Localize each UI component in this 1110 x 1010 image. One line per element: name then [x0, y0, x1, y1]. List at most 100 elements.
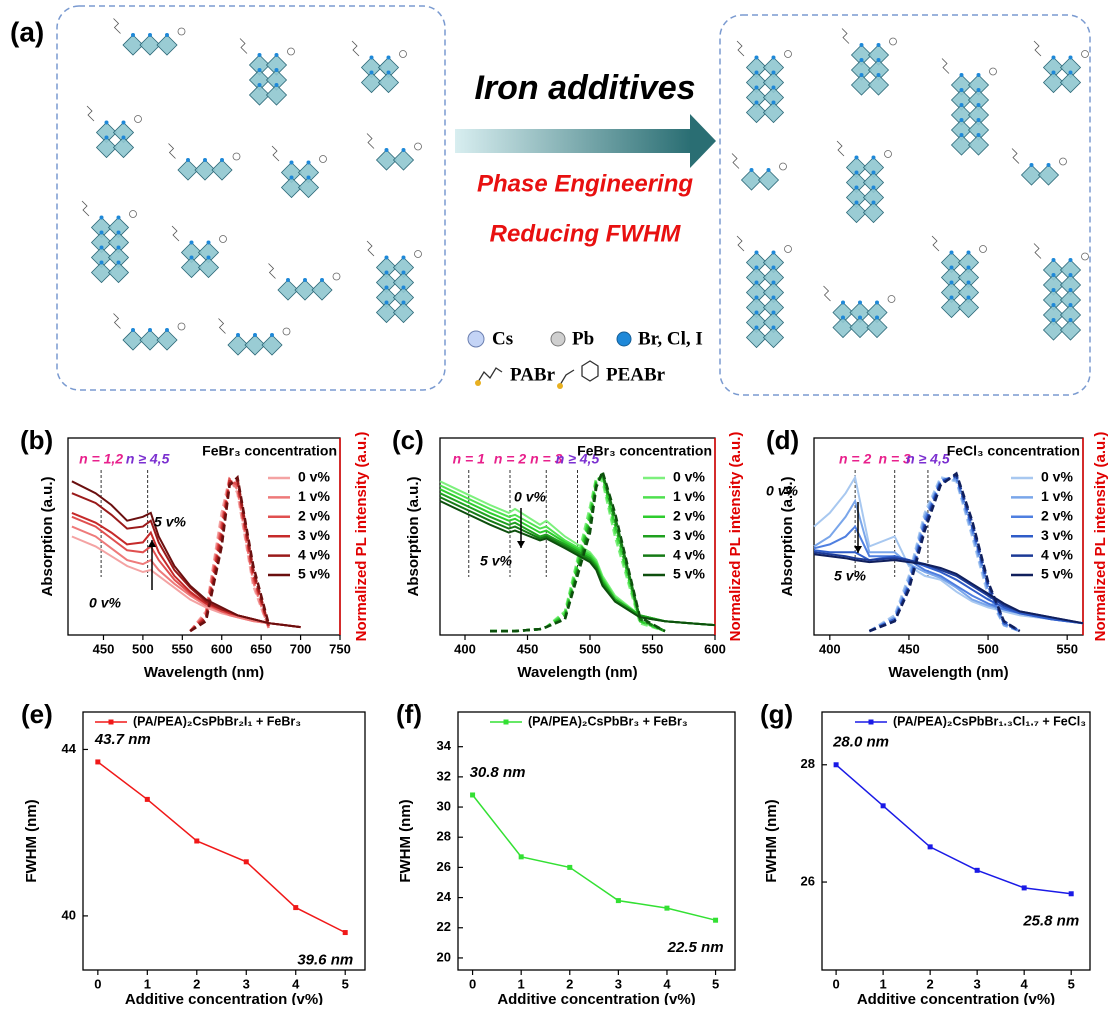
halide	[1069, 273, 1073, 277]
annotation: 5 v%	[480, 553, 512, 569]
halide	[841, 316, 845, 320]
x-tick-label: 2	[566, 976, 573, 991]
halide	[877, 73, 881, 77]
process-arrow-head	[690, 114, 716, 168]
octahedron	[299, 178, 319, 198]
ligand	[352, 41, 359, 56]
ligand	[837, 141, 844, 156]
halide	[950, 251, 954, 255]
octahedron	[267, 85, 287, 105]
legend-label: 4 v%	[1041, 546, 1073, 562]
x-tick-label: 5	[342, 976, 349, 991]
x-tick-label: 550	[642, 641, 664, 656]
octahedron	[864, 203, 884, 223]
y-axis-label: FWHM (nm)	[763, 799, 780, 882]
legend-swatch-marker	[504, 720, 509, 725]
legend-label: (PA/PEA)₂CsPbBr₂I₁ + FeBr₃	[133, 714, 301, 728]
halide	[307, 176, 311, 180]
halide	[100, 216, 104, 220]
halide	[875, 301, 879, 305]
halide	[875, 316, 879, 320]
ligand-head	[178, 323, 185, 330]
legend-label: 3 v%	[673, 527, 705, 543]
halide	[131, 328, 135, 332]
halide	[117, 231, 121, 235]
ligand-head	[980, 246, 987, 253]
pl-line	[190, 479, 269, 631]
ligand	[240, 39, 247, 54]
x-tick-label: 600	[211, 641, 233, 656]
halide	[275, 53, 279, 57]
data-point	[519, 854, 524, 859]
ligand	[172, 226, 179, 241]
halide	[1052, 71, 1056, 75]
octahedron	[969, 135, 989, 155]
ligand	[367, 134, 374, 149]
halide	[117, 246, 121, 250]
halide	[165, 328, 169, 332]
ligand	[842, 29, 849, 44]
halide	[385, 271, 389, 275]
annotation: 0 v%	[89, 595, 121, 611]
schematic-line: Phase Engineering	[477, 170, 693, 197]
halide	[855, 201, 859, 205]
halide	[772, 281, 776, 285]
halide	[270, 333, 274, 337]
ligand-head	[1060, 158, 1067, 165]
octahedron	[1061, 73, 1081, 93]
halide	[275, 83, 279, 87]
halide	[772, 86, 776, 90]
halide	[767, 168, 771, 172]
x-tick-label: 750	[329, 641, 351, 656]
y-tick-label: 44	[62, 741, 77, 756]
x-tick-label: 550	[171, 641, 193, 656]
y-tick-label: 28	[801, 756, 815, 771]
y-tick-label: 26	[801, 873, 815, 888]
data-point	[145, 797, 150, 802]
halide	[755, 86, 759, 90]
data-point	[293, 905, 298, 910]
halide	[967, 296, 971, 300]
panel-label: (b)	[20, 425, 53, 455]
legend-label: (PA/PEA)₂CsPbBr₃ + FeBr₃	[528, 714, 688, 728]
x-tick-label: 400	[454, 641, 476, 656]
legend-label: 5 v%	[673, 566, 705, 582]
value-label: 25.8 nm	[1022, 913, 1079, 930]
x-axis-label: Wavelength (nm)	[888, 664, 1008, 681]
ligand	[82, 201, 89, 216]
halide	[855, 186, 859, 190]
halide	[772, 266, 776, 270]
ligand-head	[283, 328, 290, 335]
ligand-head	[288, 48, 295, 55]
ligand	[169, 144, 176, 159]
y2-axis-label: Normalized PL intensity (a.u.)	[353, 432, 370, 642]
x-tick-label: 500	[579, 641, 601, 656]
halide	[977, 103, 981, 107]
halide	[105, 121, 109, 125]
legend-icon	[478, 368, 502, 382]
halide	[772, 326, 776, 330]
annotation: 5 v%	[834, 568, 866, 584]
halide	[320, 278, 324, 282]
annotation: 0 v%	[766, 483, 798, 499]
phase-label: n = 1	[453, 451, 486, 467]
halide	[186, 158, 190, 162]
halide	[1052, 56, 1056, 60]
halide	[165, 33, 169, 37]
halide	[772, 56, 776, 60]
value-label: 39.6 nm	[297, 952, 353, 969]
x-tick-label: 5	[712, 976, 719, 991]
x-tick-label: 1	[518, 976, 525, 991]
legend-label: 2 v%	[298, 508, 330, 524]
halide	[1069, 258, 1073, 262]
halide	[387, 56, 391, 60]
pl-line	[190, 477, 269, 631]
halide	[290, 176, 294, 180]
x-tick-label: 0	[94, 976, 101, 991]
schematic-legend: Br, Cl, I	[638, 328, 703, 349]
x-tick-label: 500	[132, 641, 154, 656]
phase-label: n ≥ 4,5	[906, 451, 950, 467]
schematic-legend: PEABr	[606, 364, 666, 385]
ligand-head	[333, 273, 340, 280]
halide	[402, 301, 406, 305]
